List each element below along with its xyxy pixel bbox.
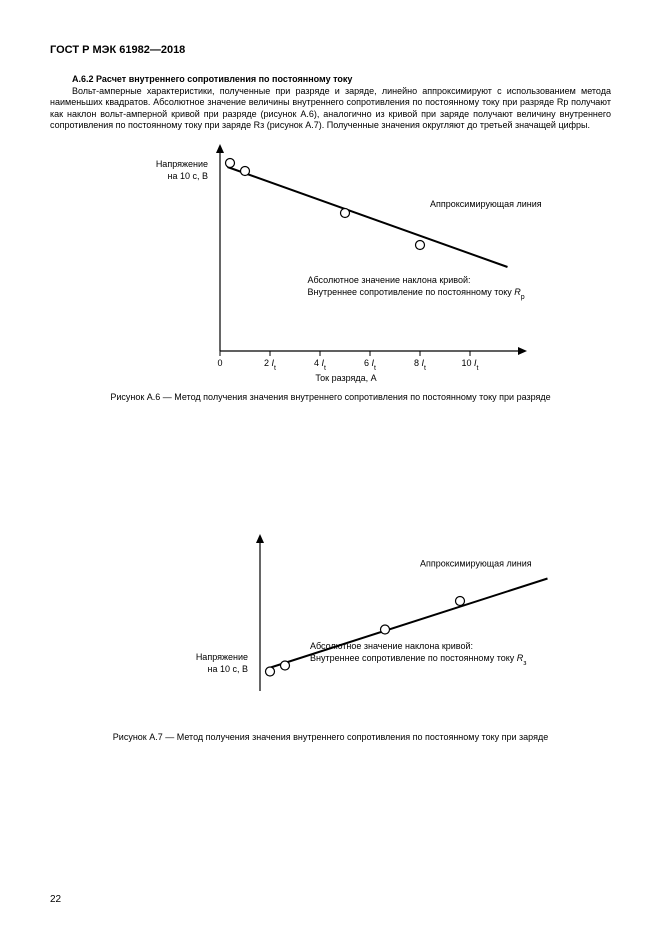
- body-paragraph: Вольт-амперные характеристики, полученны…: [50, 86, 611, 131]
- svg-text:Аппроксимирующая линия: Аппроксимирующая линия: [420, 559, 532, 569]
- svg-text:Ток разряда, А: Ток разряда, А: [315, 373, 376, 383]
- svg-text:Аппроксимирующая линия: Аппроксимирующая линия: [430, 199, 542, 209]
- svg-text:6 It: 6 It: [364, 358, 376, 372]
- svg-text:2 It: 2 It: [264, 358, 276, 372]
- page-number: 22: [50, 894, 61, 905]
- section-title: Расчет внутреннего сопротивления по пост…: [96, 74, 352, 84]
- svg-text:10 It: 10 It: [462, 358, 479, 372]
- figure-a7-chart: 02 It4 It6 It8 It10 ItТок разряда, АНапр…: [50, 406, 611, 726]
- figure-a7-caption: Рисунок А.7 — Метод получения значения в…: [50, 732, 611, 742]
- page: ГОСТ Р МЭК 61982—2018 А.6.2 Расчет внутр…: [0, 0, 661, 935]
- section-number: А.6.2: [72, 74, 94, 84]
- figure-a6-caption: Рисунок А.6 — Метод получения значения в…: [50, 392, 611, 402]
- svg-text:Абсолютное значение наклона кр: Абсолютное значение наклона кривой:: [308, 275, 471, 285]
- figure-a6-chart: 0 2 It 4 It 6 It 8 It 10 It Ток разряда, А Напр…: [50, 131, 611, 386]
- svg-text:Внутреннее сопротивление по по: Внутреннее сопротивление по постоянному …: [310, 653, 527, 667]
- svg-text:0: 0: [217, 358, 222, 368]
- svg-text:8 It: 8 It: [414, 358, 426, 372]
- svg-text:Напряжение: Напряжение: [196, 652, 248, 662]
- svg-text:4 It: 4 It: [314, 358, 326, 372]
- svg-text:на 10 с, В: на 10 с, В: [208, 664, 249, 674]
- svg-text:Внутреннее сопротивление по по: Внутреннее сопротивление по постоянному …: [308, 287, 525, 301]
- svg-text:Абсолютное значение наклона кр: Абсолютное значение наклона кривой:: [310, 641, 473, 651]
- section-heading: А.6.2 Расчет внутреннего сопротивления п…: [72, 74, 611, 84]
- svg-text:Напряжение: Напряжение: [156, 159, 208, 169]
- standard-header: ГОСТ Р МЭК 61982—2018: [50, 44, 611, 56]
- svg-text:на 10 с, В: на 10 с, В: [168, 171, 209, 181]
